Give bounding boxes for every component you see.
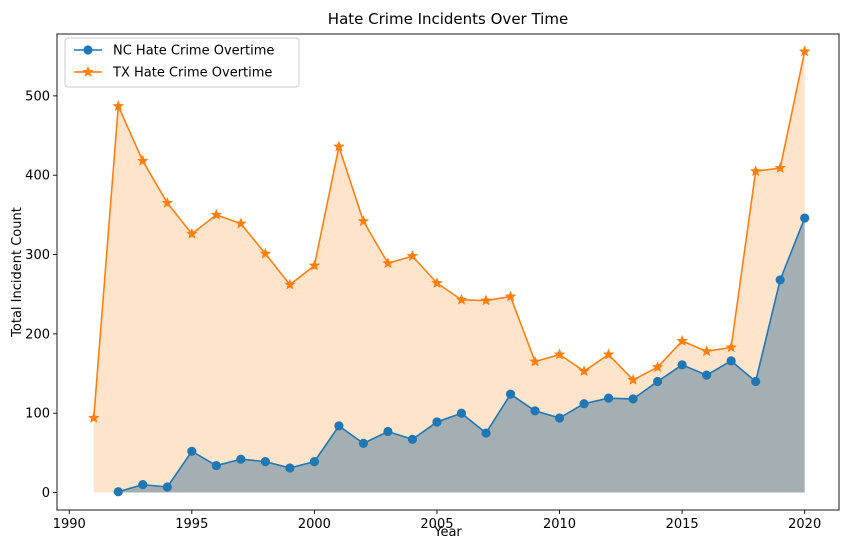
x-tick-label-2005: 2005: [420, 517, 453, 532]
nc-point-1995: [187, 446, 197, 456]
nc-point-2008: [505, 389, 516, 399]
nc-point-1997: [236, 454, 246, 464]
tx-point-2017: [725, 341, 737, 353]
tx-point-2009: [529, 355, 541, 367]
nc-point-2007: [481, 428, 491, 438]
tx-point-2019: [774, 162, 786, 173]
tx-point-1996: [210, 208, 223, 220]
tx-point-2018: [749, 165, 762, 177]
legend: NC Hate Crime Overtime TX Hate Crime Over…: [64, 37, 300, 88]
tx-point-2016: [700, 345, 713, 357]
legend-box: [64, 37, 300, 88]
nc-point-1992: [113, 487, 123, 497]
y-tick-label-0: 0: [42, 486, 50, 501]
nc-point-2013: [628, 394, 638, 404]
nc-point-2005: [432, 417, 442, 427]
tx-point-2001: [333, 140, 345, 152]
series-markers: [88, 45, 811, 497]
nc-point-1999: [285, 463, 295, 473]
tx-point-1991: [88, 411, 100, 423]
tx-point-2005: [431, 277, 443, 288]
tx-point-1998: [259, 247, 272, 259]
x-tick-label-1990: 1990: [53, 517, 86, 532]
tx-point-2008: [504, 290, 517, 302]
tx-series-line: [92, 51, 806, 419]
legend-tx-label: TX Hate Crime Overtime: [112, 66, 272, 81]
nc-point-2012: [603, 393, 614, 403]
tx-area-fill: [93, 51, 805, 493]
x-tick-label-1995: 1995: [175, 517, 208, 532]
y-tick-label-300: 300: [25, 248, 50, 263]
tx-point-2006: [455, 293, 468, 305]
tx-point-1995: [186, 227, 198, 239]
nc-point-2009: [530, 406, 540, 416]
nc-point-2000: [309, 457, 319, 467]
tx-point-2002: [357, 215, 370, 227]
x-axis-label: Year: [433, 525, 462, 540]
tx-point-2015: [676, 335, 688, 346]
y-tick-label-200: 200: [25, 327, 50, 342]
nc-point-2015: [677, 360, 687, 370]
nc-point-2016: [702, 370, 712, 380]
y-tick-label-500: 500: [25, 89, 50, 104]
x-axis: 1990 1995 2000 2005 2010 2015 2020: [53, 510, 821, 532]
legend-tx-marker: [82, 65, 94, 77]
nc-point-2020: [800, 213, 810, 223]
tx-point-1999: [284, 278, 296, 290]
nc-point-2003: [383, 426, 393, 437]
x-tick-label-2015: 2015: [666, 517, 699, 532]
tx-point-2012: [602, 348, 615, 360]
nc-point-2002: [358, 438, 369, 448]
y-axis-label: Total Incident Count: [10, 207, 25, 338]
nc-point-2001: [334, 421, 344, 431]
x-tick-label-2000: 2000: [298, 517, 331, 532]
tx-point-2004: [406, 250, 419, 261]
tx-point-2011: [578, 365, 590, 377]
tx-point-2003: [382, 257, 394, 269]
nc-point-2011: [579, 399, 589, 409]
nc-point-2019: [775, 275, 785, 285]
area-fills: [93, 51, 805, 493]
y-tick-label-400: 400: [25, 169, 50, 184]
nc-point-1993: [138, 480, 148, 490]
nc-point-2010: [554, 413, 565, 423]
plot-frame: [56, 33, 840, 511]
nc-point-2004: [407, 434, 418, 444]
nc-point-1998: [260, 457, 270, 467]
tx-point-2010: [553, 348, 566, 360]
tx-point-2007: [480, 294, 492, 306]
legend-nc-label: NC Hate Crime Overtime: [113, 44, 274, 59]
nc-point-1996: [211, 460, 221, 471]
y-axis: 0 100 200 300 400 500: [25, 89, 57, 501]
nc-point-1994: [162, 482, 172, 492]
nc-point-2017: [726, 356, 736, 366]
nc-point-2018: [751, 376, 761, 387]
nc-point-2006: [456, 408, 467, 418]
nc-area-fill: [118, 218, 805, 493]
tx-point-1997: [235, 217, 247, 229]
tx-point-2000: [308, 259, 321, 271]
x-tick-label-2020: 2020: [788, 517, 821, 532]
legend-nc-marker: [83, 45, 93, 55]
x-tick-label-2010: 2010: [543, 517, 576, 532]
tx-point-2013: [627, 373, 639, 385]
nc-point-2014: [652, 376, 663, 387]
tx-point-2014: [651, 361, 664, 373]
tx-point-1993: [137, 154, 149, 166]
tx-point-2020: [798, 45, 811, 57]
chart-title: Hate Crime Incidents Over Time: [328, 10, 568, 28]
tx-point-1994: [161, 196, 174, 208]
tx-point-1992: [112, 100, 124, 112]
y-tick-label-100: 100: [25, 407, 50, 422]
